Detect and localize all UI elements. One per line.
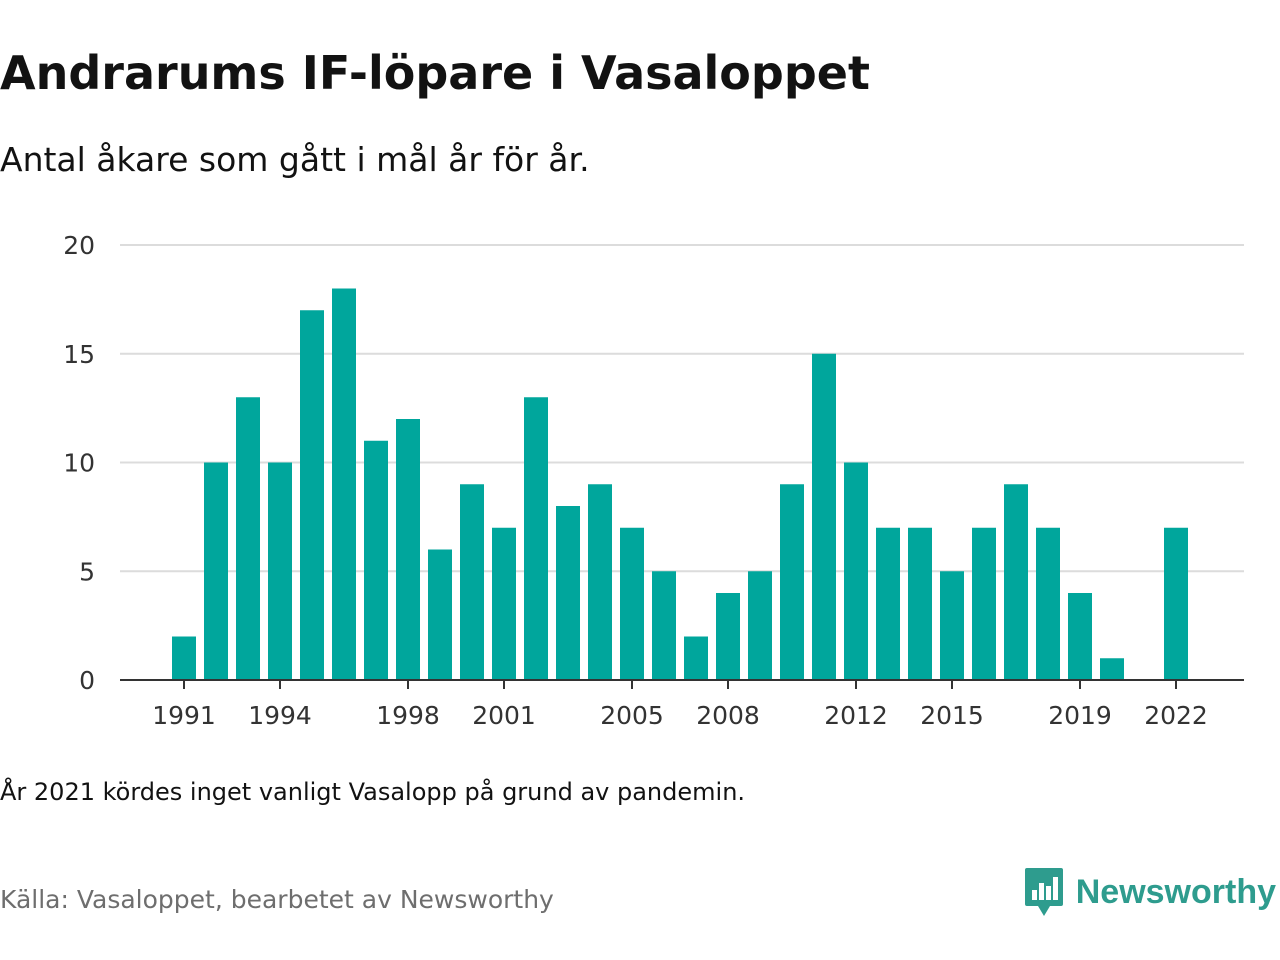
newsworthy-logo-icon	[1024, 868, 1063, 916]
bar-2005	[620, 527, 644, 680]
bar-2019	[1068, 593, 1092, 680]
bar-2013	[876, 527, 900, 680]
bar-chart: 0 5 10 15 20 1991 1994 1998 2001 2005 2008 2012 2015…	[63, 231, 1244, 730]
x-tick-label: 2012	[824, 701, 888, 730]
y-tick-label: 5	[79, 557, 95, 586]
chart-title: Andrarums IF-löpare i Vasaloppet	[0, 46, 870, 100]
bar-2017	[1004, 484, 1028, 680]
bar-2009	[748, 571, 772, 680]
bar-1994	[268, 462, 292, 680]
bar-1992	[204, 462, 228, 680]
chart-note: År 2021 kördes inget vanligt Vasalopp på…	[0, 778, 746, 806]
bar-2000	[460, 484, 484, 680]
bar-2014	[908, 527, 932, 680]
x-tick-label: 2019	[1048, 701, 1112, 730]
y-tick-label: 20	[63, 231, 95, 260]
x-tick-label: 1998	[376, 701, 440, 730]
bar-1993	[236, 397, 260, 680]
bar-2020	[1100, 658, 1124, 680]
bar-1998	[396, 419, 420, 680]
bar-1991	[172, 636, 196, 680]
bar-1999	[428, 549, 452, 680]
y-tick-label: 15	[63, 340, 95, 369]
bar-2001	[492, 527, 516, 680]
bar-1996	[332, 288, 356, 680]
bar-2016	[972, 527, 996, 680]
brand-name: Newsworthy	[1075, 872, 1276, 911]
newsworthy-logo: Newsworthy	[1024, 866, 1276, 918]
bar-2010	[780, 484, 804, 680]
bar-2007	[684, 636, 708, 680]
bar-2004	[588, 484, 612, 680]
x-tick-label: 2022	[1144, 701, 1208, 730]
bar-2022	[1164, 527, 1188, 680]
x-tick-label: 1991	[152, 701, 216, 730]
y-tick-label: 0	[79, 666, 95, 695]
x-tick-label: 2001	[472, 701, 536, 730]
x-tick-label: 2008	[696, 701, 760, 730]
x-tick-label: 1994	[248, 701, 312, 730]
bar-2003	[556, 506, 580, 680]
bar-2006	[652, 571, 676, 680]
bar-2015	[940, 571, 964, 680]
source-credit: Källa: Vasaloppet, bearbetet av Newswort…	[0, 885, 554, 914]
bar-2018	[1036, 527, 1060, 680]
chart-subtitle: Antal åkare som gått i mål år för år.	[0, 140, 590, 179]
bar-2012	[844, 462, 868, 680]
bar-2008	[716, 593, 740, 680]
bar-2011	[812, 353, 836, 680]
x-tick-label: 2015	[920, 701, 984, 730]
bar-2002	[524, 397, 548, 680]
x-tick-label: 2005	[600, 701, 664, 730]
y-tick-label: 10	[63, 449, 95, 478]
bar-1997	[364, 440, 388, 680]
bar-1995	[300, 310, 324, 680]
